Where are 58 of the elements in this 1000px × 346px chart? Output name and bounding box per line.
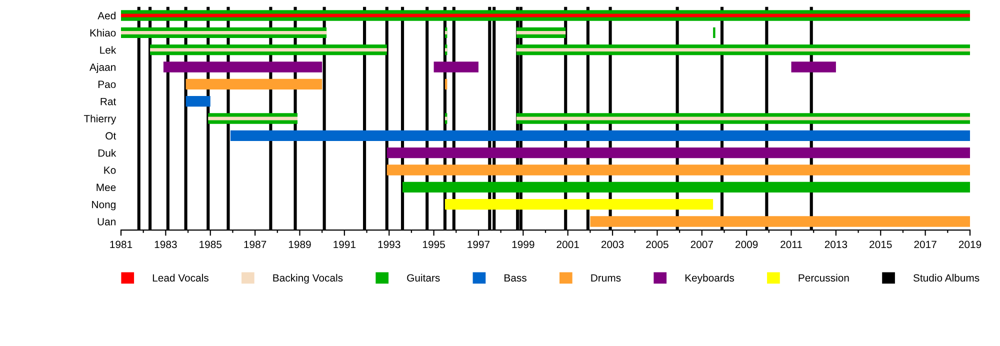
bar	[186, 78, 322, 90]
bar	[516, 48, 970, 52]
legend-label: Drums	[591, 274, 621, 282]
y-tick-label: Duk	[98, 149, 116, 157]
bar	[163, 62, 322, 72]
y-tick-label: Ko	[104, 166, 116, 174]
bar	[121, 30, 327, 34]
x-tick-label: 1997	[468, 240, 490, 248]
legend-label: Backing Vocals	[273, 274, 343, 284]
legend-label: Percussion	[798, 274, 849, 282]
x-tick-label: 2009	[736, 240, 758, 248]
x-tick-label: 2019	[958, 240, 982, 248]
bar	[230, 130, 970, 141]
y-tick-label: Ajaan	[90, 63, 116, 73]
bar	[386, 164, 970, 176]
bar	[402, 182, 970, 192]
x-tick-label: 2015	[870, 240, 892, 248]
bar	[444, 30, 448, 34]
y-tick-label: Mee	[96, 184, 116, 192]
x-tick-label: 1995	[423, 240, 445, 248]
y-tick-label: Ot	[106, 132, 116, 140]
y-tick-label: Rat	[100, 98, 116, 106]
legend-label: Keyboards	[685, 274, 734, 284]
y-tick-label: Thierry	[84, 114, 116, 124]
x-tick-label: 2001	[556, 240, 579, 248]
bar	[186, 96, 210, 107]
y-tick-label: Aed	[98, 12, 116, 20]
x-tick-label: 1987	[244, 240, 266, 248]
bar	[791, 62, 836, 72]
x-tick-label: 1989	[288, 240, 311, 248]
y-tick-label: Lek	[100, 46, 116, 54]
x-tick-label: 1993	[378, 240, 400, 248]
x-tick-label: 2017	[914, 240, 936, 248]
bar	[386, 148, 970, 158]
bar	[150, 48, 387, 52]
legend-label: Guitars	[407, 274, 440, 282]
y-tick-label: Khiao	[90, 28, 116, 37]
bar	[444, 199, 714, 210]
x-tick-label: 1985	[200, 240, 222, 248]
x-tick-label: 2013	[824, 240, 848, 248]
y-tick-label: Nong	[92, 200, 116, 210]
x-tick-label: 2007	[690, 240, 713, 248]
bar	[516, 30, 566, 34]
legend-label: Lead Vocals	[152, 274, 208, 282]
y-tick-label: Pao	[98, 80, 116, 88]
legend-label: Studio Albums	[913, 274, 980, 282]
bar	[590, 216, 970, 227]
bar	[434, 62, 478, 72]
x-tick-label: 1983	[154, 240, 177, 248]
legend-label: Bass	[504, 274, 526, 282]
x-tick-label: 1991	[334, 240, 356, 248]
x-tick-label: 1999	[512, 240, 534, 248]
x-tick-label: 1981	[110, 240, 132, 248]
x-tick-label: 2011	[780, 240, 802, 248]
bar	[444, 48, 448, 52]
x-tick-label: 2005	[646, 240, 668, 248]
x-tick-label: 2003	[601, 240, 624, 248]
y-tick-label: Uan	[98, 218, 116, 226]
